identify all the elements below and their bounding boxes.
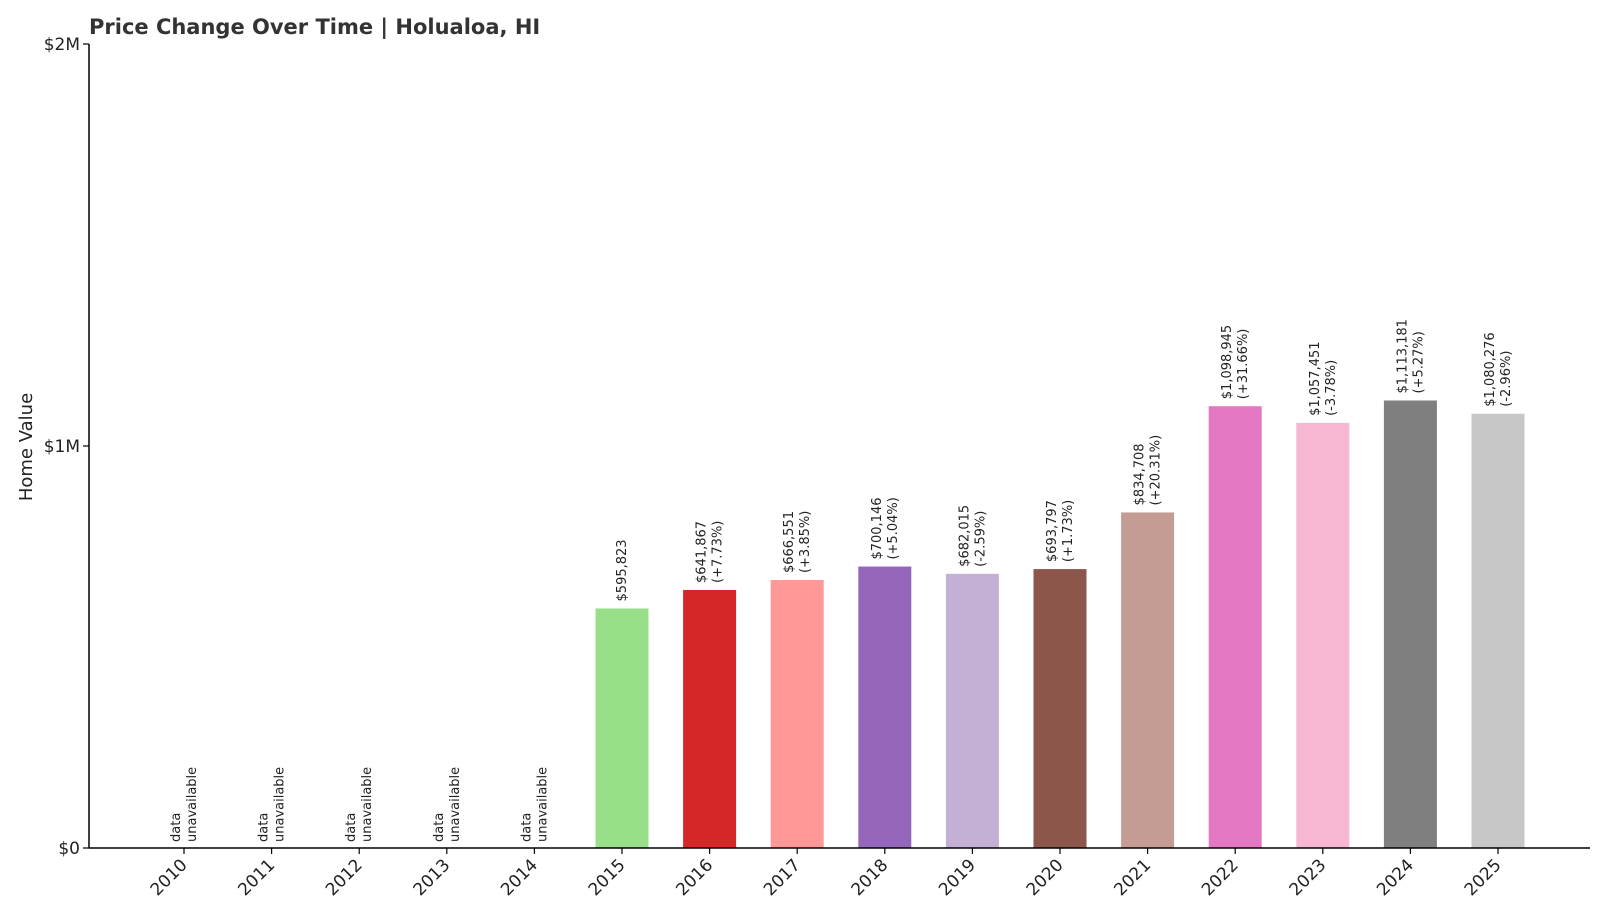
y-tick-label: $1M (44, 437, 80, 457)
x-tick-label: 2020 (1023, 855, 1068, 900)
x-tick-label: 2012 (322, 855, 367, 900)
bar-2019 (945, 573, 999, 848)
bar-value-label: (-2.59%) (973, 511, 988, 567)
bar-value-label: $1,057,451 (1308, 341, 1323, 415)
bar-label-2022: $1,098,945 (+31.66%) (1220, 325, 1251, 399)
bar-label-2014: data unavailable (519, 767, 550, 842)
x-tick-label: 2022 (1198, 855, 1243, 900)
bar-value-label: $682,015 (957, 505, 972, 567)
bar-value-label: $1,080,276 (1483, 332, 1498, 406)
y-tick-label: $0 (58, 839, 80, 859)
bar-value-label: unavailable (448, 767, 463, 842)
bar-value-label: unavailable (185, 767, 200, 842)
x-tick-label: 2014 (497, 855, 542, 900)
x-tick-label: 2024 (1373, 855, 1418, 900)
bar-2025 (1471, 413, 1525, 848)
bar-value-label: $666,551 (782, 511, 797, 573)
bar-value-label: $693,797 (1045, 500, 1060, 562)
bar-label-2016: $641,867 (+7.73%) (695, 521, 726, 583)
x-tick-label: 2017 (760, 855, 805, 900)
chart-title: Price Change Over Time | Holualoa, HI (89, 15, 540, 40)
bar-2016 (683, 589, 737, 848)
bar-value-label: unavailable (273, 767, 288, 842)
bar-2023 (1296, 422, 1350, 848)
x-tick-label: 2016 (672, 855, 717, 900)
bars-group (595, 400, 1525, 848)
bar-value-label: (-3.78%) (1324, 360, 1339, 416)
y-ticks-group: $0 $1M $2M (44, 35, 89, 859)
bar-value-label: $834,708 (1133, 443, 1148, 505)
bar-labels-group: data unavailable data unavailable data unavai… (169, 319, 1514, 842)
bar-value-label: $1,113,181 (1395, 319, 1410, 393)
bar-value-label: $641,867 (695, 521, 710, 583)
bar-2017 (770, 580, 824, 848)
y-tick-label: $2M (44, 35, 80, 55)
bar-value-label: data (432, 813, 447, 842)
bar-value-label: (+1.73%) (1061, 500, 1076, 562)
x-tick-label: 2015 (585, 855, 630, 900)
y-axis-label: Home Value (16, 393, 37, 501)
x-tick-label: 2019 (935, 855, 980, 900)
bar-value-label: (-2.96%) (1499, 351, 1514, 407)
bar-value-label: (+31.66%) (1236, 329, 1251, 400)
bar-value-label: (+7.73%) (711, 521, 726, 583)
bar-value-label: $595,823 (615, 539, 630, 601)
bar-label-2023: $1,057,451 (-3.78%) (1308, 341, 1339, 415)
bar-label-2015: $595,823 (615, 539, 630, 601)
bar-2020 (1033, 569, 1087, 848)
bar-value-label: (+5.27%) (1411, 331, 1426, 393)
bar-value-label: data (519, 813, 534, 842)
bar-label-2018: $700,146 (+5.04%) (870, 497, 901, 559)
bar-label-2010: data unavailable (169, 767, 200, 842)
bar-value-label: unavailable (535, 767, 550, 842)
bar-label-2025: $1,080,276 (-2.96%) (1483, 332, 1514, 406)
x-ticks-group: 2010 2011 2012 2013 2014 2015 2016 2017 2018 2019… (147, 848, 1506, 900)
x-tick-label: 2013 (410, 855, 455, 900)
bar-label-2020: $693,797 (+1.73%) (1045, 500, 1076, 562)
bar-value-label: data (344, 813, 359, 842)
bar-label-2012: data unavailable (344, 767, 375, 842)
bar-label-2021: $834,708 (+20.31%) (1133, 435, 1164, 506)
bar-value-label: (+5.04%) (886, 497, 901, 559)
x-tick-label: 2011 (234, 855, 279, 900)
x-tick-label: 2010 (147, 855, 192, 900)
bar-value-label: unavailable (360, 767, 375, 842)
x-tick-label: 2021 (1110, 855, 1155, 900)
bar-value-label: $1,098,945 (1220, 325, 1235, 399)
bar-value-label: data (169, 813, 184, 842)
bar-value-label: (+20.31%) (1149, 435, 1164, 506)
bar-label-2019: $682,015 (-2.59%) (957, 505, 988, 567)
bar-2024 (1383, 400, 1437, 848)
x-tick-label: 2018 (848, 855, 893, 900)
bar-label-2013: data unavailable (432, 767, 463, 842)
bar-2022 (1208, 406, 1262, 848)
bar-value-label: $700,146 (870, 498, 885, 560)
bar-label-2024: $1,113,181 (+5.27%) (1395, 319, 1426, 393)
axes-group (88, 44, 1590, 849)
x-tick-label: 2023 (1286, 855, 1331, 900)
bar-2021 (1121, 512, 1175, 848)
x-tick-label: 2025 (1461, 855, 1506, 900)
bar-label-2017: $666,551 (+3.85%) (782, 511, 813, 573)
bar-value-label: (+3.85%) (798, 511, 813, 573)
bar-value-label: data (257, 813, 272, 842)
bar-label-2011: data unavailable (257, 767, 288, 842)
bar-2015 (595, 608, 649, 848)
bar-2018 (858, 566, 912, 848)
